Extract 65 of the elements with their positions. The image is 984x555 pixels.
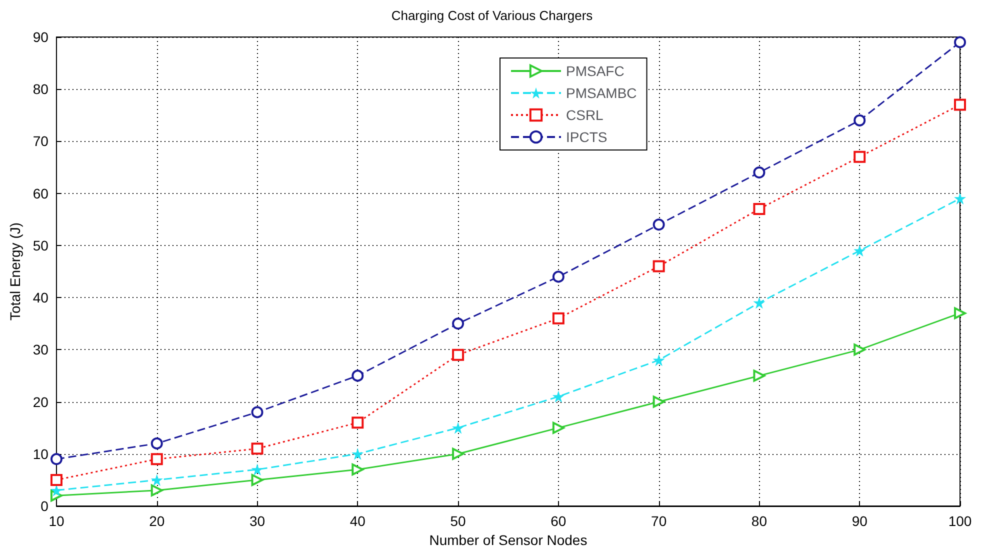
- point: [150, 437, 163, 450]
- point: [854, 150, 866, 163]
- point: [352, 370, 364, 382]
- point: [753, 202, 766, 215]
- point: [652, 396, 665, 408]
- point: [150, 484, 163, 496]
- y-tick-label: 50: [32, 237, 49, 254]
- point: [652, 260, 665, 272]
- point: [552, 422, 564, 434]
- point: [552, 312, 564, 324]
- point: [954, 307, 966, 320]
- point: [50, 474, 62, 486]
- y-tick-label: 90: [32, 29, 49, 45]
- y-tick-label: 30: [32, 342, 49, 358]
- y-tick-label: 60: [32, 185, 49, 202]
- point: [452, 448, 464, 460]
- y-tick-label: 0: [40, 498, 49, 514]
- point: [854, 114, 866, 126]
- point: [352, 448, 364, 460]
- x-tick-label: 20: [149, 513, 165, 529]
- y-tick-label: 20: [32, 394, 49, 410]
- point: [954, 98, 966, 111]
- point: [854, 344, 866, 356]
- x-tick-label: 30: [249, 513, 266, 529]
- point: [552, 390, 564, 403]
- x-tick-label: 50: [450, 513, 466, 529]
- point: [753, 166, 766, 178]
- y-axis-title: Total Energy (J): [7, 222, 23, 321]
- x-tick-label: 60: [550, 513, 566, 529]
- point: [251, 464, 264, 476]
- point: [854, 244, 866, 257]
- legend-label: CSRL: [566, 107, 604, 123]
- point: [352, 464, 364, 476]
- point: [652, 218, 665, 231]
- point: [352, 416, 364, 429]
- point: [150, 453, 163, 466]
- point: [954, 36, 966, 48]
- point: [954, 192, 966, 205]
- y-tick-label: 10: [32, 446, 49, 462]
- legend-label: IPCTS: [566, 129, 608, 145]
- y-tick-label: 80: [32, 81, 49, 98]
- x-tick-label: 40: [350, 513, 366, 529]
- legend-label: PMSAMBC: [566, 85, 637, 101]
- x-tick-label: 70: [651, 513, 667, 529]
- point: [150, 474, 163, 486]
- chart-title: Charging Cost of Various Chargers: [391, 8, 594, 23]
- x-tick-label: 80: [751, 513, 768, 529]
- point: [753, 370, 766, 382]
- x-tick-label: 100: [948, 513, 972, 529]
- point: [251, 442, 264, 455]
- x-axis-title: Number of Sensor Nodes: [429, 532, 588, 548]
- point: [50, 453, 62, 466]
- point: [652, 354, 665, 366]
- point: [552, 270, 564, 283]
- point: [452, 318, 464, 330]
- point: [452, 348, 464, 361]
- point: [753, 296, 766, 309]
- point: [452, 422, 464, 434]
- y-tick-label: 40: [32, 290, 49, 306]
- point: [251, 406, 264, 418]
- y-tick-label: 70: [32, 133, 49, 150]
- point: [251, 474, 264, 486]
- legend-label: PMSAFC: [566, 63, 624, 79]
- x-tick-label: 90: [852, 513, 868, 529]
- x-tick-label: 10: [48, 513, 64, 529]
